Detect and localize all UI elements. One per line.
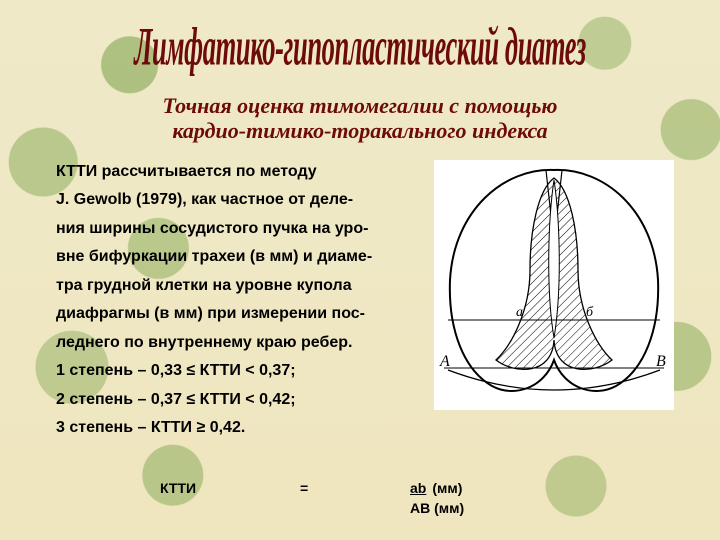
- formula-denominator: АВ (мм): [410, 500, 620, 516]
- body-line: вне бифуркации трахеи (в мм) и диаме-: [56, 243, 426, 271]
- formula-numerator: ab: [410, 480, 426, 496]
- slide: Лимфатико-гипопластический диатез Точная…: [0, 0, 720, 540]
- label-A: А: [439, 353, 450, 370]
- body-line: J. Gewolb (1979), как частное от деле-: [56, 186, 426, 214]
- label-a: a: [516, 305, 523, 320]
- formula: КТТИ = ab (мм) АВ (мм): [160, 480, 620, 516]
- label-B: В: [656, 353, 666, 370]
- body-line: ния ширины сосудистого пучка на уро-: [56, 215, 426, 243]
- subtitle-line-2: кардио-тимико-торакального индекса: [172, 118, 547, 143]
- diaphragm-curve: [448, 370, 660, 390]
- body-line: тра грудной клетки на уровне купола: [56, 272, 426, 300]
- body-line: диафрагмы (в мм) при измерении пос-: [56, 300, 426, 328]
- label-b: б: [586, 305, 594, 320]
- body-line: 3 степень – КТТИ ≥ 0,42.: [56, 414, 426, 442]
- body-line: леднего по внутреннему краю ребер.: [56, 329, 426, 357]
- subtitle-line-1: Точная оценка тимомегалии с помощью: [163, 93, 558, 118]
- body-line: 2 степень – 0,37 ≤ КТТИ < 0,42;: [56, 386, 426, 414]
- chest-diagram: a б А В: [434, 160, 674, 410]
- page-title: Лимфатико-гипопластический диатез: [79, 18, 641, 79]
- formula-equals: =: [300, 480, 410, 496]
- chest-diagram-svg: a б А В: [434, 160, 674, 410]
- body-line: КТТИ рассчитывается по методу: [56, 158, 426, 186]
- body-line: 1 степень – 0,33 ≤ КТТИ < 0,37;: [56, 357, 426, 385]
- formula-lhs: КТТИ: [160, 480, 300, 496]
- formula-numerator-unit: (мм): [432, 480, 462, 496]
- formula-top-row: КТТИ = ab (мм): [160, 480, 620, 496]
- body-paragraph: КТТИ рассчитывается по методу J. Gewolb …: [56, 158, 426, 443]
- subtitle: Точная оценка тимомегалии с помощью кард…: [60, 94, 660, 143]
